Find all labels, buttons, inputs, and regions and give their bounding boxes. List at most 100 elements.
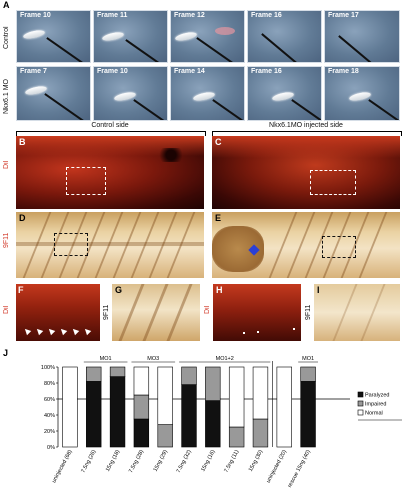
bar-segment-paralyzed [133, 418, 150, 448]
panel-e-inset-box [322, 236, 356, 258]
frame-label: Frame 7 [20, 68, 47, 75]
bar-segment-normal [133, 366, 150, 396]
arrowhead-icon [70, 326, 80, 336]
white-dot [293, 328, 295, 330]
arrowhead-icon [46, 326, 56, 336]
legend-swatch [357, 391, 364, 398]
legend-swatch [357, 400, 364, 407]
bar-segment-normal [157, 366, 173, 425]
mo-frame-3: Frame 14 [170, 66, 245, 121]
muscle-chevron [332, 284, 358, 341]
embryo [22, 28, 46, 41]
panel-b-letter: B [19, 137, 26, 147]
white-dot [257, 331, 259, 333]
bar-segment-impaired [86, 366, 102, 382]
frame-label: Frame 11 [97, 12, 128, 19]
muscle-chevron [166, 284, 193, 341]
needle [338, 35, 378, 62]
control-side-label: Control side [91, 122, 129, 129]
group-label: MO3 [147, 356, 159, 362]
notochord [16, 242, 204, 246]
needle [261, 33, 301, 62]
x-tick-label: 7.5ng (32) [176, 449, 193, 474]
control-side-bracket [16, 131, 206, 136]
arrowhead-icon [58, 326, 68, 336]
mo-frame-5: Frame 18 [324, 66, 400, 121]
panel-j-letter: J [3, 348, 9, 358]
mo-side-label: Nkx6.1MO injected side [269, 122, 343, 129]
x-tick-label: rescue 15ng (40) [287, 449, 312, 489]
frame-label: Frame 17 [328, 12, 359, 19]
bar-segment-impaired [300, 366, 316, 382]
panel-h-image [213, 284, 301, 341]
group-label: MO1+2 [216, 356, 234, 362]
panel-f-image [16, 284, 100, 341]
panel-c-image [212, 136, 400, 209]
frame-label: Frame 18 [328, 68, 359, 75]
bar-segment-paralyzed [300, 381, 316, 448]
panel-e-letter: E [215, 213, 222, 223]
panel-g-letter: G [115, 285, 123, 295]
frame-label: Frame 16 [251, 68, 282, 75]
y-tick-label: 20% [44, 429, 55, 435]
y-tick-label: 60% [44, 397, 55, 403]
mo-frame-2: Frame 10 [93, 66, 168, 121]
x-tick-label: 15ng (29) [153, 449, 169, 473]
bar-segment-paralyzed [181, 384, 197, 448]
bar-segment-impaired [109, 366, 126, 377]
embryo [174, 30, 198, 43]
muscle-chevron [360, 284, 386, 341]
x-tick-label: 15ng (16) [200, 449, 216, 473]
bar-segment-paralyzed [205, 400, 221, 448]
moving-blur [215, 27, 235, 35]
y-tick-label: 40% [44, 413, 55, 419]
muscle-chevron [268, 212, 298, 278]
x-tick-label: 7.5ng (28) [128, 449, 145, 474]
arrowhead-icon [22, 326, 32, 336]
panel-c-inset-box [310, 170, 356, 195]
dorsal-fin-glow [212, 136, 400, 158]
control-frame-5: Frame 17 [324, 10, 400, 63]
panel-b-inset-box [66, 167, 106, 195]
panel-g-side-label: 9F11 [103, 304, 110, 320]
x-tick-label: 15ng (18) [105, 449, 121, 473]
frame-label: Frame 10 [97, 68, 128, 75]
bar-segment-normal [228, 366, 245, 428]
panel-i-side-label: 9F11 [305, 304, 312, 320]
panel-j-chart: 0% 20% 40% 60% 80% 100% MO1 MO3 MO1+2 MO1 uninje… [41, 356, 402, 489]
panel-f-letter: F [18, 285, 24, 295]
needle [291, 99, 321, 120]
control-row-label: Control [3, 26, 10, 50]
muscle-chevron [118, 284, 145, 341]
panel-f-side-label: DiI [3, 305, 10, 315]
panel-i-image [314, 284, 400, 341]
legend-swatch [357, 409, 364, 416]
x-tick-label: 15ng (30) [248, 449, 264, 473]
mo-side-bracket [212, 131, 402, 136]
y-tick-label: 100% [41, 365, 55, 371]
x-tick-label: uninjected (68) [51, 449, 73, 484]
frame-label: Frame 12 [174, 12, 205, 19]
frame-label: Frame 14 [174, 68, 205, 75]
needle [133, 99, 167, 120]
needle [46, 37, 89, 62]
needle [368, 99, 399, 120]
panel-i-letter: I [317, 285, 320, 295]
chart-legend: Paralyzed Impaired Normal [357, 391, 402, 421]
group-headers: MO1 MO3 MO1+2 MO1 [83, 356, 318, 363]
chart-bars [62, 366, 316, 448]
control-frame-2: Frame 11 [93, 10, 168, 63]
control-frame-3: Frame 12 [170, 10, 245, 63]
frame-label: Frame 10 [20, 12, 51, 19]
x-tick-label: 7.5ng (26) [80, 449, 97, 474]
legend-label: Paralyzed [365, 393, 389, 399]
white-dot [243, 332, 245, 334]
panel-b-image [16, 136, 204, 209]
needle [44, 93, 87, 120]
arrowhead-icon [34, 326, 44, 336]
bar-segment-impaired [157, 424, 173, 448]
group-label: MO1 [100, 356, 112, 362]
embryo [101, 30, 125, 43]
mo-frame-4: Frame 16 [247, 66, 322, 121]
dil-row-label: DiI [3, 160, 10, 170]
